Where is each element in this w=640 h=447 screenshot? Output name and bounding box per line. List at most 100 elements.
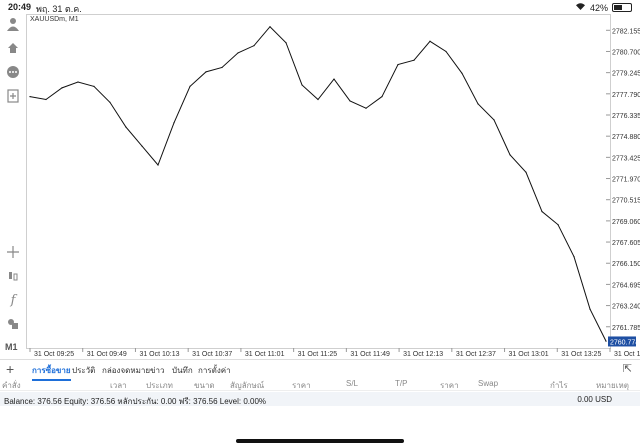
time-tick-label: 31 Oct 13:25 (561, 351, 601, 358)
price-point (541, 210, 543, 213)
price-point (109, 101, 111, 104)
price-point (557, 224, 559, 226)
price-point (461, 72, 463, 74)
chat-icon[interactable] (5, 64, 21, 80)
time-tick-label: 31 Oct 11:25 (298, 351, 338, 358)
battery-icon (612, 3, 632, 12)
price-point (397, 63, 399, 66)
price-point (141, 145, 143, 147)
battery-percent: 42% (589, 2, 608, 13)
price-point (29, 95, 31, 98)
terminal-tabs: + การซื้อขาย ประวัติ กล่องจดหมาย ข่าว บั… (0, 359, 640, 381)
col-sl[interactable]: S/L (346, 379, 359, 388)
price-point (301, 84, 303, 86)
price-point (317, 98, 319, 101)
price-point (45, 98, 47, 101)
col-comment[interactable]: หมายเหตุ (596, 381, 629, 390)
col-tp[interactable]: T/P (395, 379, 408, 388)
col-profit[interactable]: กำไร (550, 381, 568, 390)
price-tick-label: 2782.155 (612, 28, 640, 35)
price-point (221, 66, 223, 69)
total-profit: 0.00 USD (577, 395, 612, 404)
chart-symbol: XAUUSDm, M1 (30, 16, 79, 23)
col-type[interactable]: ประเภท (146, 381, 173, 390)
price-point (493, 119, 495, 121)
balance-row: Balance: 376.56 Equity: 376.56 หลักประกั… (0, 392, 640, 406)
price-point (285, 42, 287, 44)
tab-mailbox[interactable]: กล่องจดหมาย (102, 366, 151, 375)
col-time[interactable]: เวลา (110, 381, 127, 390)
price-point (77, 81, 79, 83)
price-point (189, 85, 191, 88)
price-point (445, 50, 447, 53)
price-point (413, 59, 415, 61)
price-tick-label: 2777.790 (612, 92, 640, 99)
price-chart[interactable]: 2782.155 2780.700 2779.245 2777.790 2776.335… (26, 14, 640, 359)
time-tick-label: 31 Oct 12:37 (456, 351, 496, 358)
status-date: พฤ. 31 ต.ค. (36, 4, 82, 14)
price-tick-label: 2764.695 (612, 282, 640, 289)
price-tick-label: 2769.060 (612, 219, 640, 226)
price-point (237, 52, 239, 54)
balance-summary: Balance: 376.56 Equity: 376.56 หลักประกั… (4, 397, 267, 406)
price-tick-label: 2776.335 (612, 113, 640, 120)
home-indicator[interactable] (236, 439, 404, 443)
col-symbol[interactable]: สัญลักษณ์ (230, 381, 265, 390)
add-icon[interactable]: + (6, 361, 15, 377)
price-point (525, 171, 527, 173)
price-tick-label: 2770.515 (612, 198, 640, 205)
crosshair-icon[interactable] (5, 244, 21, 260)
tab-news[interactable]: ข่าว (150, 366, 165, 375)
left-toolbar: f M1 (0, 14, 26, 354)
wifi-icon (575, 2, 586, 13)
price-tick-label: 2763.240 (612, 304, 640, 311)
price-point (429, 40, 431, 42)
detach-icon[interactable]: ⇱ (622, 363, 632, 375)
tab-trade[interactable]: การซื้อขาย (32, 364, 71, 381)
col-price[interactable]: ราคา (292, 381, 311, 390)
price-point (589, 308, 591, 310)
col-volume[interactable]: ขนาด (194, 381, 215, 390)
price-tick-label: 2779.245 (612, 71, 640, 78)
price-point (61, 87, 63, 89)
time-tick-label: 31 Oct 12:13 (403, 351, 443, 358)
tab-history[interactable]: ประวัติ (72, 366, 96, 375)
price-tick-label: 2761.785 (612, 325, 640, 332)
price-point (365, 107, 367, 109)
col-order[interactable]: คำสั่ง (2, 381, 21, 390)
price-point (605, 340, 607, 342)
status-time: 20:49 (8, 2, 32, 12)
trade-icon[interactable] (5, 40, 21, 56)
tab-journal[interactable]: บันทึก (172, 366, 193, 375)
price-point (253, 45, 255, 47)
price-tick-label: 2773.425 (612, 155, 640, 162)
tab-settings[interactable]: การตั้งค่า (198, 366, 231, 375)
price-tick-label: 2774.880 (612, 134, 640, 141)
add-chart-icon[interactable] (5, 88, 21, 104)
price-tick-label: 2766.150 (612, 261, 640, 268)
col-price-current[interactable]: ราคา (440, 381, 459, 390)
objects-icon[interactable] (5, 316, 21, 332)
col-swap[interactable]: Swap (478, 379, 499, 388)
price-point (205, 71, 207, 73)
indicator-icon[interactable]: f (10, 292, 16, 308)
price-point (573, 256, 575, 258)
price-point (269, 26, 271, 28)
price-point (173, 122, 175, 124)
chart-type-icon[interactable] (5, 268, 21, 284)
price-point (349, 100, 351, 102)
time-tick-label: 31 Oct 10:13 (139, 351, 179, 358)
timeframe-label[interactable]: M1 (5, 342, 18, 352)
current-price-label: 2760.774 (610, 339, 639, 346)
time-tick-label: 31 Oct 13:01 (509, 351, 549, 358)
price-point (157, 164, 159, 166)
price-point (333, 78, 335, 80)
chart-canvas: 2782.155 2780.700 2779.245 2777.790 2776.335… (26, 14, 640, 358)
price-tick-label: 2771.970 (612, 177, 640, 184)
time-tick-label: 31 Oct 09:49 (87, 351, 127, 358)
price-point (125, 126, 127, 128)
price-point (93, 85, 95, 88)
time-tick-label: 31 Oct 11:01 (245, 351, 285, 358)
account-icon[interactable] (5, 16, 21, 32)
status-bar: 20:49 พฤ. 31 ต.ค. 42% (0, 0, 640, 14)
